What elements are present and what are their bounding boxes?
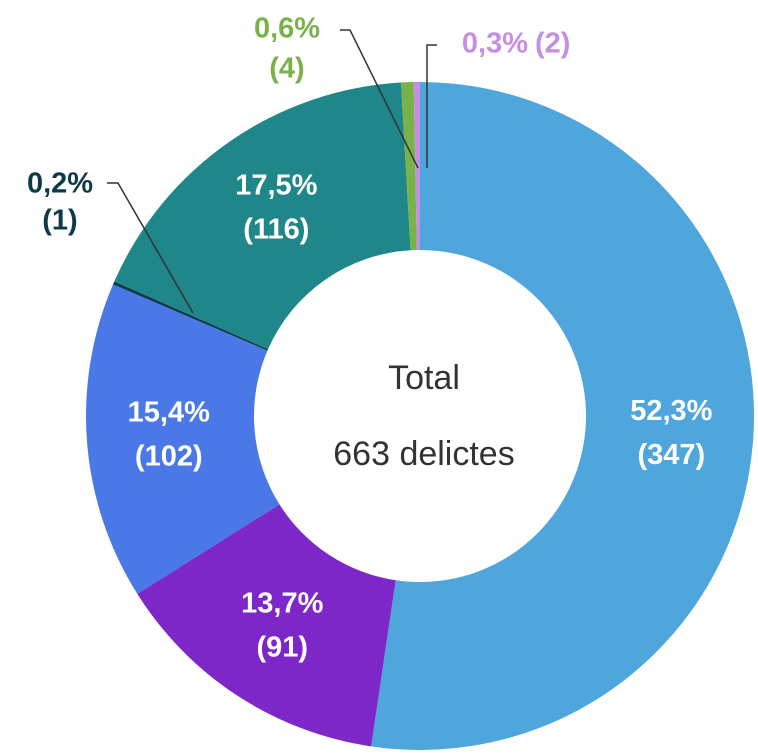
slice <box>85 284 280 594</box>
slice <box>113 281 269 351</box>
percentage-label: 0,3% <box>462 28 528 60</box>
percentage-label: 15,4% <box>128 396 210 428</box>
value-label: (347) <box>637 439 705 471</box>
value-label: (91) <box>257 632 309 664</box>
center-title: Total <box>388 359 460 397</box>
center-text: 663 delictes <box>333 435 514 473</box>
leader-line <box>426 44 437 168</box>
value-label: (102) <box>135 440 203 472</box>
value-label: (1) <box>42 205 77 237</box>
slice <box>137 504 396 747</box>
slice <box>371 82 754 750</box>
percentage-label: 17,5% <box>235 170 317 202</box>
value-label: (116) <box>243 214 309 246</box>
slice <box>114 82 411 350</box>
value-label: (2) <box>535 28 570 60</box>
leader-line <box>340 29 419 169</box>
slice <box>401 82 417 251</box>
value-label: (4) <box>269 53 304 85</box>
percentage-label: 52,3% <box>630 395 712 427</box>
leader-line <box>107 182 194 314</box>
percentage-label: 0,6% <box>254 13 320 45</box>
slices <box>85 82 754 750</box>
percentage-label: 0,2% <box>27 168 93 200</box>
percentage-label: 13,7% <box>241 588 323 620</box>
